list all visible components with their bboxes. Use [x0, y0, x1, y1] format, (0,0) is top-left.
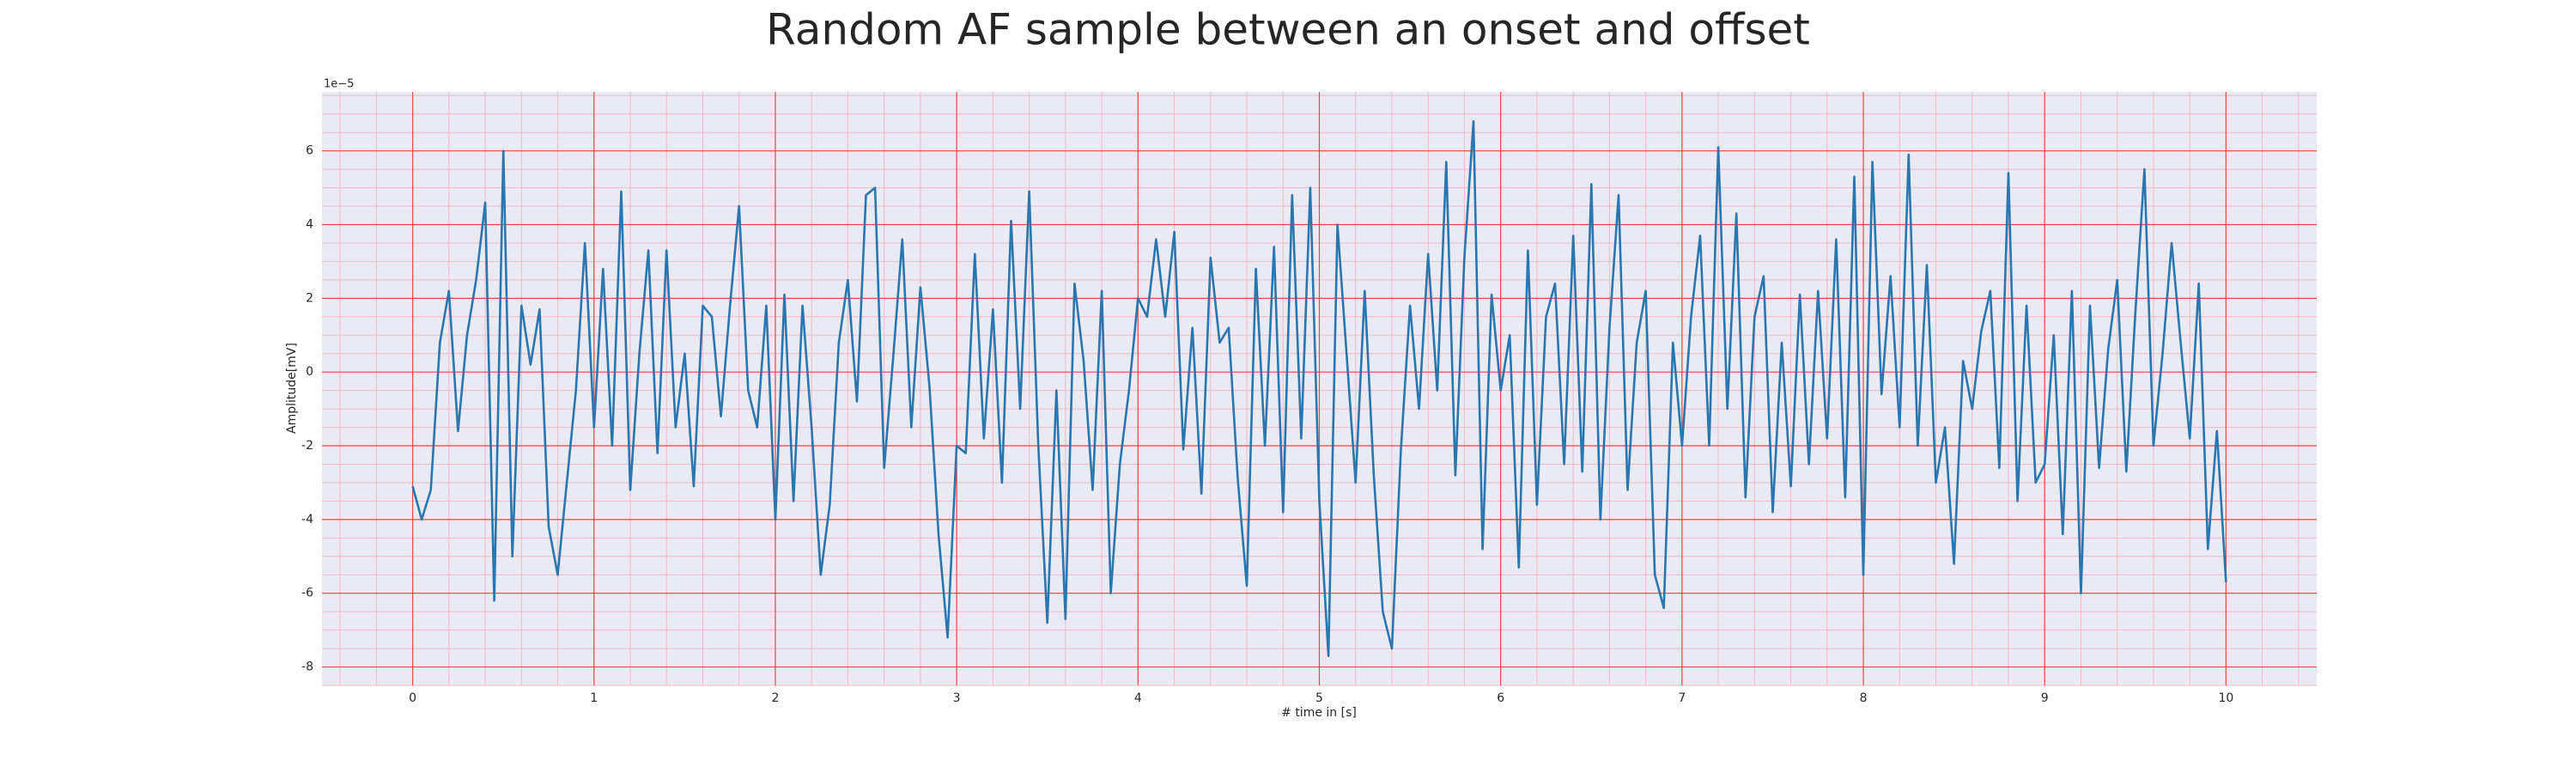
x-tick-label: 3 [953, 691, 961, 705]
y-tick-label: 0 [306, 365, 313, 379]
chart-title: Random AF sample between an onset and of… [766, 5, 1810, 55]
offset-label: 1e−5 [324, 78, 354, 91]
y-tick-label: -8 [301, 660, 313, 674]
y-axis-label: Amplitude[mV] [285, 343, 299, 434]
y-tick-label: 2 [306, 291, 313, 305]
y-tick-label: -2 [301, 439, 313, 453]
y-tick-label: -4 [301, 513, 313, 526]
x-axis-label: # time in [s] [1281, 706, 1357, 720]
x-tick-label: 2 [771, 691, 779, 705]
x-tick-label: 5 [1315, 691, 1323, 705]
y-tick-label: -6 [301, 587, 313, 600]
signal-line [411, 120, 2227, 657]
x-tick-label: 4 [1134, 691, 1142, 705]
x-tick-label: 6 [1497, 691, 1504, 705]
x-tick-label: 1 [590, 691, 598, 705]
y-tick-label: 6 [306, 144, 313, 158]
y-tick-label: 4 [306, 218, 313, 232]
x-tick-label: 7 [1678, 691, 1686, 705]
x-tick-label: 10 [2218, 691, 2233, 705]
x-tick-label: 9 [2041, 691, 2049, 705]
x-tick-label: 0 [409, 691, 416, 705]
x-tick-label: 8 [1860, 691, 1868, 705]
